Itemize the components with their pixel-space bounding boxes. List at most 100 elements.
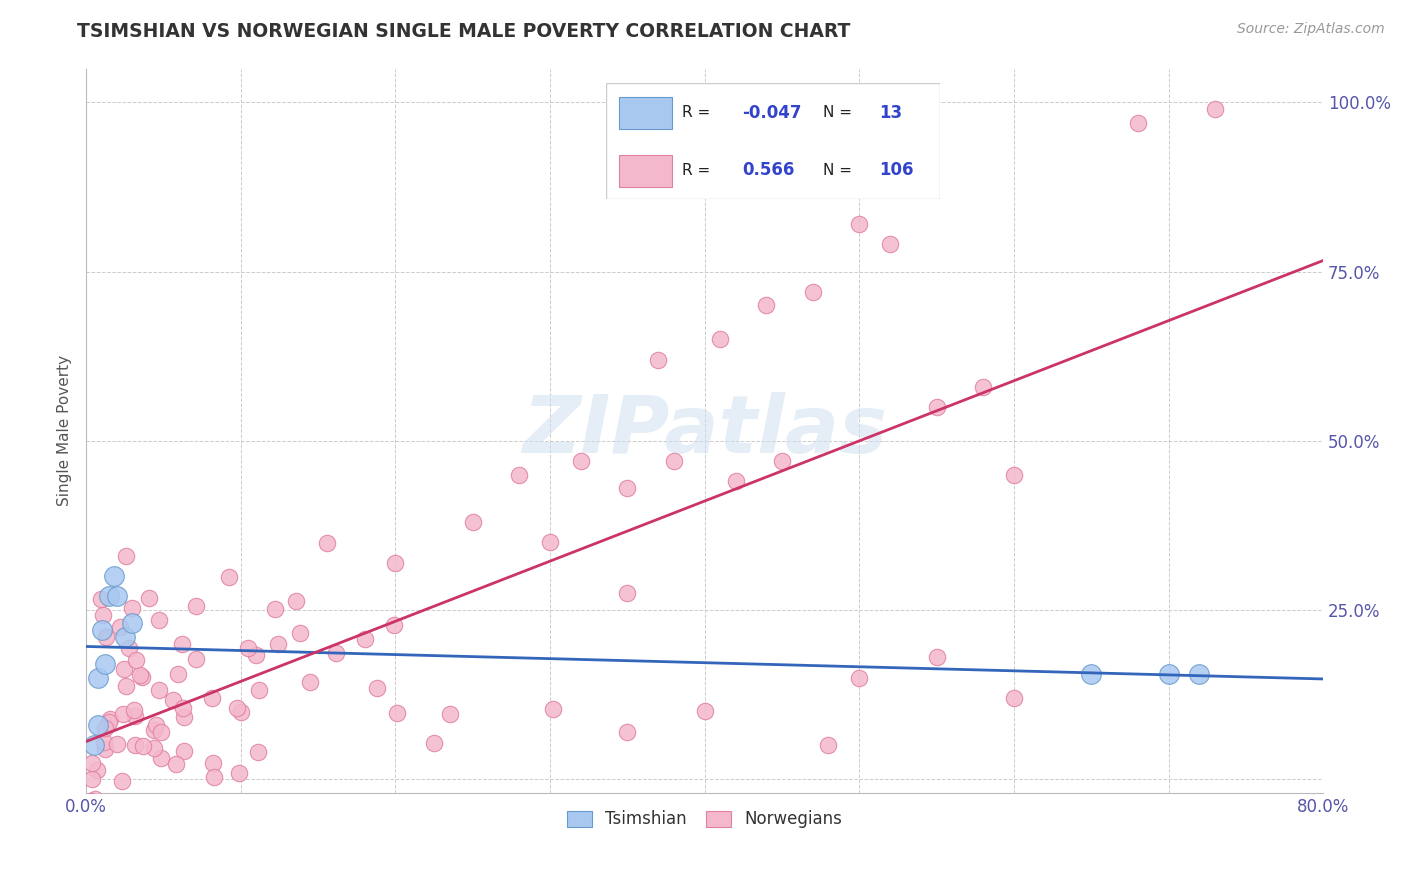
Point [118, 805, 141, 820]
Point [267, 637, 290, 651]
Point [245, 648, 267, 663]
Point [148, 683, 170, 698]
Point [173, 710, 195, 724]
Point [1204, 102, 1226, 116]
Point [616, 724, 638, 739]
Point [122, 703, 145, 717]
Point [366, 681, 388, 695]
Point [173, 743, 195, 757]
Point [87, 671, 110, 685]
Point [124, 738, 146, 752]
Point [89, 805, 111, 820]
Point [264, 602, 287, 616]
Point [131, 669, 153, 683]
Point [284, 594, 307, 608]
Point [172, 637, 194, 651]
Point [218, 570, 240, 584]
Point [114, 679, 136, 693]
Point [87, 718, 110, 732]
Point [112, 662, 135, 676]
Point [172, 701, 194, 715]
Point [972, 379, 994, 393]
Point [105, 590, 128, 604]
Point [724, 475, 747, 489]
Point [385, 706, 408, 720]
Point [82, 805, 104, 820]
Point [541, 702, 564, 716]
Text: Source: ZipAtlas.com: Source: ZipAtlas.com [1237, 22, 1385, 37]
Point [848, 217, 870, 231]
Point [755, 298, 778, 312]
Point [616, 586, 638, 600]
Point [226, 701, 249, 715]
Point [201, 690, 224, 705]
Point [848, 671, 870, 685]
Point [135, 805, 157, 820]
Point [103, 569, 125, 583]
Point [817, 739, 839, 753]
Point [105, 737, 128, 751]
Point [1002, 690, 1025, 705]
Point [184, 599, 207, 614]
Point [115, 805, 138, 820]
Point [770, 454, 793, 468]
Point [91, 607, 114, 622]
Point [90, 624, 112, 638]
Point [121, 805, 143, 820]
Point [96, 630, 118, 644]
Point [143, 723, 166, 737]
Point [709, 332, 731, 346]
Point [149, 751, 172, 765]
Point [236, 641, 259, 656]
Point [228, 766, 250, 780]
Point [82, 772, 104, 786]
Point [108, 620, 131, 634]
Point [299, 675, 322, 690]
Point [382, 618, 405, 632]
Point [569, 454, 592, 468]
Point [93, 741, 115, 756]
Point [98, 590, 121, 604]
Point [693, 705, 716, 719]
Text: ZIPatlas: ZIPatlas [522, 392, 887, 469]
Point [129, 667, 152, 681]
Point [86, 763, 108, 777]
Point [114, 630, 136, 644]
Point [1002, 467, 1025, 482]
Point [879, 237, 901, 252]
Point [111, 773, 134, 788]
Point [131, 739, 153, 753]
Point [145, 718, 167, 732]
Point [247, 745, 270, 759]
Point [461, 515, 484, 529]
Point [111, 706, 134, 721]
Point [316, 535, 339, 549]
Point [125, 653, 148, 667]
Point [662, 454, 685, 468]
Point [616, 481, 638, 495]
Point [231, 706, 253, 720]
Point [162, 692, 184, 706]
Point [353, 632, 375, 646]
Point [124, 708, 146, 723]
Point [142, 741, 165, 756]
Point [83, 739, 105, 753]
Point [165, 756, 187, 771]
Point [184, 652, 207, 666]
Point [801, 285, 824, 299]
Point [115, 549, 138, 563]
Point [1080, 667, 1102, 681]
Point [1188, 667, 1211, 681]
Point [82, 756, 104, 771]
Point [290, 626, 312, 640]
Legend: Tsimshian, Norwegians: Tsimshian, Norwegians [560, 804, 849, 835]
Point [94, 722, 117, 736]
Point [202, 756, 225, 770]
Point [202, 770, 225, 784]
Point [118, 640, 141, 655]
Point [1157, 667, 1180, 681]
Point [80, 794, 103, 808]
Point [90, 591, 112, 606]
Point [925, 650, 948, 665]
Text: TSIMSHIAN VS NORWEGIAN SINGLE MALE POVERTY CORRELATION CHART: TSIMSHIAN VS NORWEGIAN SINGLE MALE POVER… [77, 22, 851, 41]
